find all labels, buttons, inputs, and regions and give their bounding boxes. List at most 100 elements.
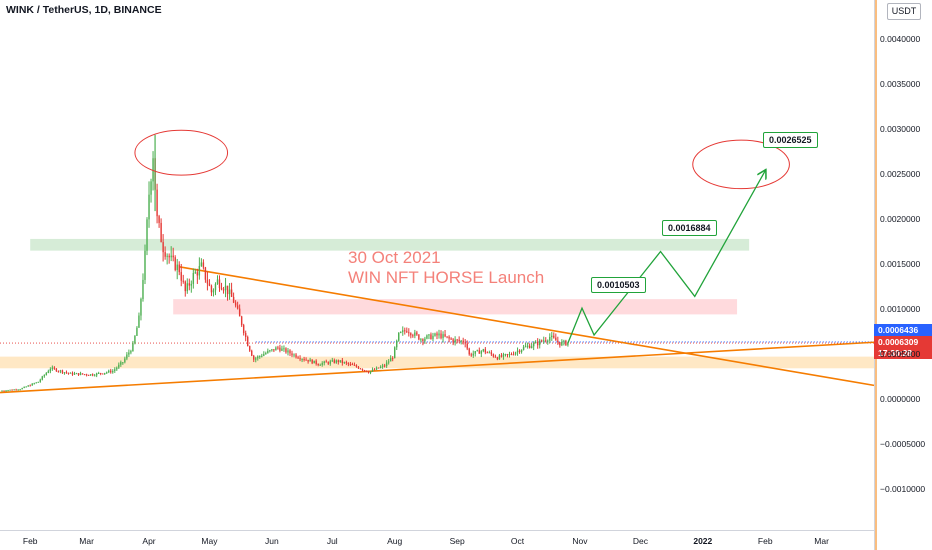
candle-body xyxy=(114,369,116,372)
y-tick-label: −0.0010000 xyxy=(880,483,926,494)
candle-body xyxy=(418,334,420,340)
candle-body xyxy=(216,279,219,285)
currency-unit-badge[interactable]: USDT xyxy=(887,3,921,20)
candle-body xyxy=(1,390,3,392)
candle-body xyxy=(341,360,344,363)
candle-body xyxy=(327,362,329,364)
candle-body xyxy=(11,389,13,391)
candle-body xyxy=(265,353,267,355)
candle-body xyxy=(420,339,422,341)
candle-body xyxy=(178,264,180,273)
candle-body xyxy=(49,368,52,372)
candle-body xyxy=(244,333,247,337)
candle-body xyxy=(442,334,444,339)
candle-body xyxy=(246,336,249,347)
candle-body xyxy=(408,332,410,334)
candle-body xyxy=(190,283,193,286)
candle-body xyxy=(283,348,285,350)
candle-body xyxy=(402,330,404,332)
candle-body xyxy=(104,372,106,374)
candle-body xyxy=(506,354,509,356)
candle-body xyxy=(91,374,94,376)
candle-body xyxy=(202,262,205,268)
trendline-descending xyxy=(179,266,875,387)
candle-body xyxy=(61,370,64,373)
candle-body xyxy=(224,285,227,291)
candle-body xyxy=(406,331,408,333)
candle-body xyxy=(222,289,225,291)
candle-body xyxy=(335,360,338,363)
candle-body xyxy=(315,360,317,364)
trendline-ascending xyxy=(0,341,875,394)
candle-body xyxy=(476,350,478,352)
candle-body xyxy=(522,346,525,350)
candle-body xyxy=(347,362,350,365)
candle-body xyxy=(188,283,191,286)
candle-body xyxy=(456,339,458,341)
candle-body xyxy=(404,330,406,332)
candle-body xyxy=(170,255,172,258)
candle-body xyxy=(156,189,158,217)
candle-body xyxy=(192,273,195,284)
candle-body xyxy=(204,267,207,280)
x-tick-label: Nov xyxy=(572,536,588,546)
candle-body xyxy=(81,373,84,375)
candle-body xyxy=(337,360,340,362)
candle-body xyxy=(359,368,362,370)
highlight-ellipse-1 xyxy=(134,129,229,176)
candle-body xyxy=(122,362,124,364)
candle-body xyxy=(353,364,356,366)
candle-body xyxy=(160,222,162,243)
candle-body xyxy=(422,339,424,342)
candle-body xyxy=(253,355,255,360)
candle-body xyxy=(432,335,434,340)
candle-body xyxy=(45,372,48,376)
candle-body xyxy=(311,359,313,364)
candle-body xyxy=(257,356,259,359)
candle-body xyxy=(9,389,11,391)
candle-body xyxy=(530,346,533,349)
candle-body xyxy=(516,350,519,353)
candle-body xyxy=(377,367,380,369)
candle-body xyxy=(520,349,523,352)
candle-body xyxy=(136,327,138,336)
candle-body xyxy=(295,354,297,358)
candle-body xyxy=(309,359,311,362)
candle-body xyxy=(329,361,331,364)
target-zone xyxy=(173,299,738,315)
candle-body xyxy=(482,349,485,352)
candle-body xyxy=(410,333,412,336)
x-tick-label: Dec xyxy=(632,536,648,546)
candle-body xyxy=(132,343,134,352)
candle-body xyxy=(398,332,400,341)
candle-body xyxy=(323,361,325,364)
candle-body xyxy=(331,360,333,362)
target-label-2: 0.0016884 xyxy=(662,220,717,236)
last-close-label: 0.0006309 xyxy=(874,336,932,348)
candle-body xyxy=(89,374,92,376)
candle-body xyxy=(508,354,511,356)
candle-body xyxy=(93,375,96,377)
candle-body xyxy=(194,272,197,274)
x-tick-label: Sep xyxy=(449,536,465,546)
candle-body xyxy=(363,370,366,372)
candle-body xyxy=(458,339,460,341)
candle-body xyxy=(494,356,497,358)
candle-body xyxy=(532,343,535,347)
candle-body xyxy=(3,390,5,392)
candle-body xyxy=(514,352,517,355)
candle-body xyxy=(561,341,563,346)
candle-body xyxy=(416,332,418,335)
candle-body xyxy=(275,347,277,351)
candle-body xyxy=(305,359,307,361)
candle-body xyxy=(273,349,275,351)
candle-body xyxy=(396,340,398,348)
candle-body xyxy=(536,341,539,346)
candle-body xyxy=(5,390,7,392)
candle-body xyxy=(97,373,100,375)
candle-body xyxy=(528,345,531,349)
candle-body xyxy=(547,340,549,342)
candle-body xyxy=(267,350,269,354)
candle-body xyxy=(490,352,493,355)
